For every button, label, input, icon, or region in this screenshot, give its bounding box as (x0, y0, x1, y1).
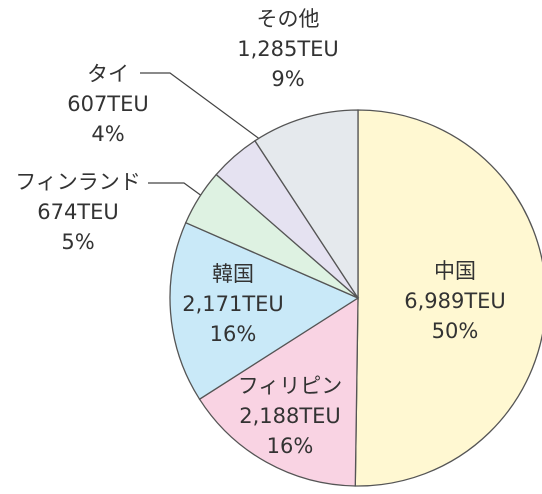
slice-label: フィンランド (15, 170, 141, 194)
slice-label: 中国 (434, 259, 476, 283)
value-label: 2,171TEU (182, 292, 284, 316)
slice-label: 韓国 (212, 262, 254, 286)
pie-slice (169, 221, 360, 401)
percent-label: 16% (210, 322, 257, 346)
value-label: 1,285TEU (237, 37, 339, 61)
slice-label: フィリピン (238, 374, 343, 398)
percent-label: 4% (91, 122, 124, 146)
value-label: 674TEU (37, 200, 119, 224)
percent-label: 9% (271, 67, 304, 91)
percent-label: 50% (432, 319, 479, 343)
value-label: 2,188TEU (239, 404, 341, 428)
value-label: 607TEU (67, 92, 149, 116)
pie-slice (254, 109, 359, 301)
slice-label: タイ (87, 62, 129, 86)
slice-label: その他 (257, 7, 320, 31)
pie-slice (354, 109, 542, 487)
percent-label: 16% (267, 434, 314, 458)
percent-label: 5% (61, 230, 94, 254)
value-label: 6,989TEU (404, 289, 506, 313)
pie-slice (198, 296, 359, 487)
